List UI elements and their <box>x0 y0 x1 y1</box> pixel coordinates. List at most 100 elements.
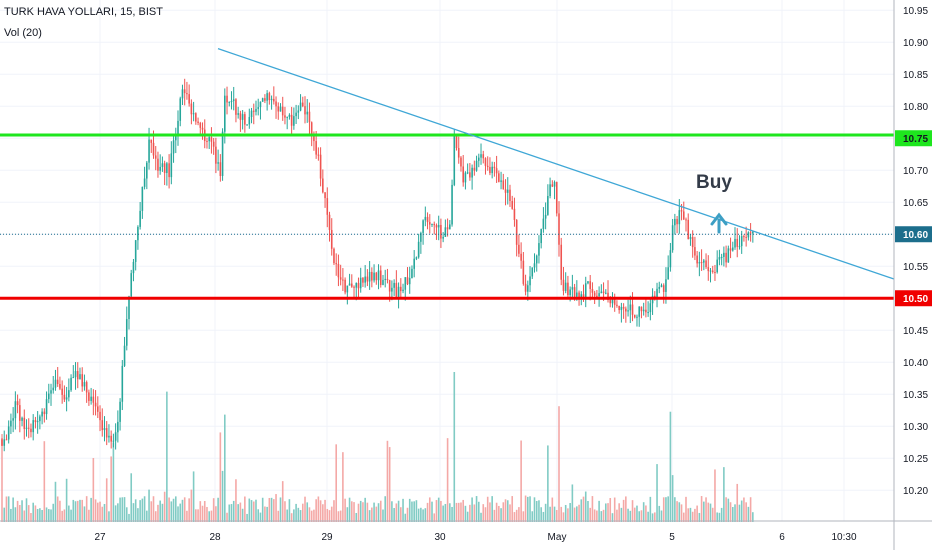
volume-bar <box>391 501 393 522</box>
candle-body <box>471 167 473 178</box>
candle-body <box>273 98 275 102</box>
volume-bar <box>375 506 378 522</box>
volume-bar <box>63 509 66 522</box>
price-tick-label: 10.40 <box>903 358 928 369</box>
price-badge-label: 10.75 <box>903 134 928 145</box>
candle-body <box>150 139 153 143</box>
volume-bar <box>460 502 462 522</box>
volume-bar <box>88 509 90 522</box>
volume-bar <box>170 501 173 522</box>
volume-bar <box>34 505 37 522</box>
candle-body <box>47 393 50 400</box>
symbol-title: TURK HAVA YOLLARI, 15, BIST <box>4 6 163 18</box>
candle-body <box>190 103 193 115</box>
candle-body <box>700 262 703 264</box>
candle-body <box>440 224 442 239</box>
candle-body <box>593 292 596 296</box>
price-tick-label: 10.20 <box>903 486 928 497</box>
candle-body <box>723 252 725 257</box>
candle-body <box>228 101 231 103</box>
volume-bar <box>711 507 714 522</box>
candle-body <box>591 288 594 293</box>
candle-body <box>237 113 239 115</box>
candle-body <box>21 417 23 421</box>
volume-bar <box>168 497 170 522</box>
candle-body <box>284 115 286 118</box>
volume-bar <box>76 500 79 522</box>
candle-body <box>469 172 471 178</box>
candle-body <box>491 166 493 174</box>
volume-bar <box>52 503 55 522</box>
volume-bar <box>491 496 493 522</box>
candle-body <box>315 141 317 155</box>
candle-body <box>132 261 135 274</box>
candle-body <box>257 107 260 109</box>
volume-bar <box>99 501 101 522</box>
volume-bar <box>420 507 422 522</box>
volume-bar <box>515 509 518 522</box>
volume-bar <box>139 500 141 522</box>
volume-bar <box>627 508 629 522</box>
volume-bar <box>25 498 28 522</box>
candle-body <box>747 232 750 238</box>
volume-bar <box>551 497 554 522</box>
volume-bar <box>740 500 743 522</box>
candle-body <box>1 439 3 446</box>
volume-bar <box>689 507 692 522</box>
volume-bar <box>725 497 727 522</box>
candle-body <box>215 146 217 164</box>
candle-body <box>74 371 77 378</box>
volume-bar <box>210 510 213 522</box>
candle-body <box>313 135 315 142</box>
candle-body <box>279 106 282 112</box>
candle-body <box>368 271 371 282</box>
price-tick-label: 10.55 <box>903 262 928 273</box>
volume-bar <box>482 504 485 522</box>
volume-bar <box>143 496 146 522</box>
volume-bar <box>386 440 389 522</box>
volume-bar <box>105 478 108 522</box>
volume-bar <box>542 511 545 522</box>
candle-body <box>266 93 268 101</box>
candle-body <box>10 420 12 427</box>
candle-body <box>520 253 522 261</box>
volume-bar <box>306 502 309 522</box>
candle-body <box>415 257 418 259</box>
volume-bar <box>190 489 193 522</box>
volume-bar <box>362 502 364 522</box>
candle-body <box>235 99 237 115</box>
candle-body <box>404 277 407 290</box>
volume-bar <box>201 505 204 522</box>
candle-body <box>446 227 449 230</box>
volume-bar <box>535 501 538 522</box>
volume-bar <box>252 501 255 522</box>
candle-body <box>101 420 104 431</box>
candle-body <box>337 263 340 278</box>
candle-body <box>212 141 215 147</box>
volume-bar <box>379 500 382 522</box>
candle-body <box>195 113 197 122</box>
volume-bar <box>408 498 411 522</box>
volume-bar <box>237 504 239 522</box>
volume-bar <box>498 505 500 522</box>
candle-body <box>301 102 304 107</box>
volume-bar <box>255 499 257 522</box>
volume-bar <box>698 512 701 522</box>
candle-body <box>248 116 251 125</box>
volume-bar <box>522 511 525 522</box>
volume-bar <box>404 513 407 522</box>
volume-bar <box>395 503 398 522</box>
candle-body <box>41 411 43 417</box>
candle-body <box>373 272 375 281</box>
candle-body <box>61 388 63 395</box>
volume-bar <box>431 501 433 522</box>
candle-body <box>117 421 119 433</box>
candle-body <box>622 306 625 309</box>
volume-bar <box>629 510 632 522</box>
volume-bar <box>97 502 99 522</box>
volume-bar <box>101 506 104 522</box>
candle-body <box>489 167 491 174</box>
candle-body <box>125 319 128 346</box>
